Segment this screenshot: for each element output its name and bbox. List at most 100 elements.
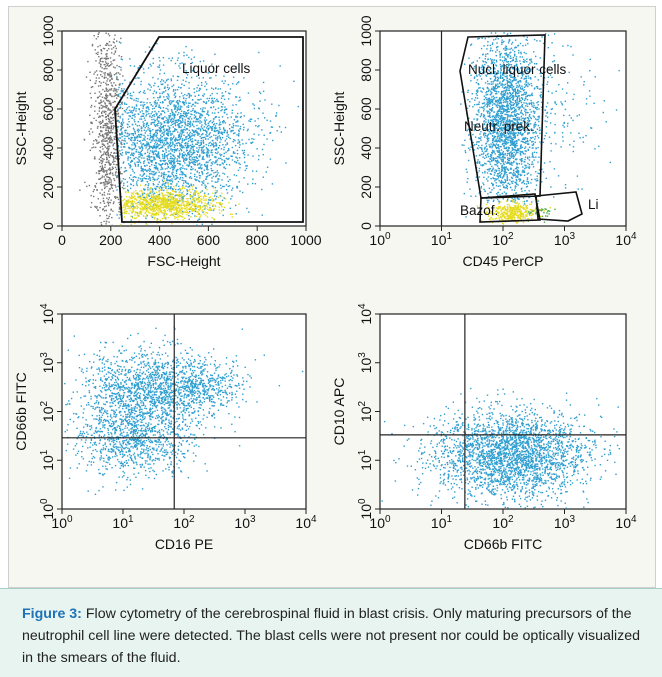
data-point xyxy=(107,176,109,178)
data-point xyxy=(231,195,233,197)
data-point xyxy=(145,175,148,177)
data-point xyxy=(168,162,171,164)
data-point xyxy=(149,131,152,133)
data-point xyxy=(188,137,191,139)
data-point xyxy=(510,142,512,144)
data-point xyxy=(124,167,126,169)
data-point xyxy=(523,99,526,101)
data-point xyxy=(166,198,168,200)
data-point xyxy=(137,157,139,160)
data-point xyxy=(204,208,207,210)
data-point xyxy=(238,130,240,133)
data-point xyxy=(166,176,169,178)
data-point xyxy=(184,100,187,102)
data-point xyxy=(143,177,145,179)
data-point xyxy=(531,153,534,156)
data-point xyxy=(90,122,92,124)
data-point xyxy=(138,159,140,161)
data-point xyxy=(107,115,110,118)
data-point xyxy=(135,97,137,100)
data-point xyxy=(263,134,265,136)
data-point xyxy=(202,152,205,154)
data-point xyxy=(495,59,498,62)
data-point xyxy=(259,100,261,102)
data-point xyxy=(140,208,143,210)
data-point xyxy=(206,97,208,100)
data-point xyxy=(208,97,211,100)
data-point xyxy=(155,105,157,108)
data-point xyxy=(141,201,144,203)
data-point xyxy=(217,131,220,133)
data-point xyxy=(177,103,179,105)
data-point xyxy=(151,197,153,199)
data-point xyxy=(158,110,160,113)
data-point xyxy=(212,169,214,172)
data-point xyxy=(173,185,175,188)
data-point xyxy=(100,64,102,66)
data-point xyxy=(120,90,122,92)
data-point xyxy=(99,150,101,152)
data-point xyxy=(169,142,172,145)
data-point xyxy=(133,207,136,209)
data-point xyxy=(159,106,161,108)
data-point xyxy=(89,92,92,95)
data-point xyxy=(134,217,136,219)
data-point xyxy=(119,150,121,152)
data-point xyxy=(245,142,247,144)
data-point xyxy=(146,155,149,158)
data-point xyxy=(182,139,184,142)
data-point xyxy=(190,151,192,153)
data-point xyxy=(162,91,164,93)
data-point xyxy=(172,142,174,144)
data-point xyxy=(193,151,196,154)
data-point xyxy=(140,136,142,138)
data-point xyxy=(540,75,542,77)
data-point xyxy=(163,198,165,201)
data-point xyxy=(116,64,118,67)
data-point xyxy=(149,169,151,171)
data-point xyxy=(211,169,213,172)
data-point xyxy=(165,162,167,164)
data-point xyxy=(175,193,177,196)
data-point xyxy=(204,164,206,166)
data-point xyxy=(173,205,175,207)
data-point xyxy=(490,99,492,101)
data-point xyxy=(506,200,509,202)
data-point xyxy=(103,140,105,142)
data-point xyxy=(124,137,126,140)
data-point xyxy=(145,201,147,203)
data-point xyxy=(182,199,184,201)
data-point xyxy=(154,102,156,104)
data-point xyxy=(162,101,164,103)
data-point xyxy=(118,155,121,157)
data-point xyxy=(515,56,518,58)
data-point xyxy=(497,70,499,72)
data-point xyxy=(269,132,271,134)
data-point xyxy=(475,195,477,197)
data-point xyxy=(135,108,137,110)
data-point xyxy=(108,156,111,159)
data-point xyxy=(145,144,147,146)
data-point xyxy=(508,137,511,139)
data-point xyxy=(175,172,178,174)
data-point xyxy=(182,194,184,196)
data-point xyxy=(85,76,88,78)
data-point xyxy=(179,169,182,171)
data-point xyxy=(196,118,198,120)
data-point xyxy=(109,132,111,134)
data-point xyxy=(150,136,153,138)
data-point xyxy=(120,37,122,40)
data-point xyxy=(145,184,147,186)
data-point xyxy=(202,136,204,139)
data-point xyxy=(169,214,171,216)
data-point xyxy=(104,146,106,148)
data-point xyxy=(262,154,264,156)
data-point xyxy=(168,150,170,152)
data-point xyxy=(494,90,496,92)
data-point xyxy=(210,126,212,129)
data-point xyxy=(172,198,175,200)
data-point xyxy=(185,201,187,203)
data-point xyxy=(170,115,172,117)
data-point xyxy=(187,110,189,112)
